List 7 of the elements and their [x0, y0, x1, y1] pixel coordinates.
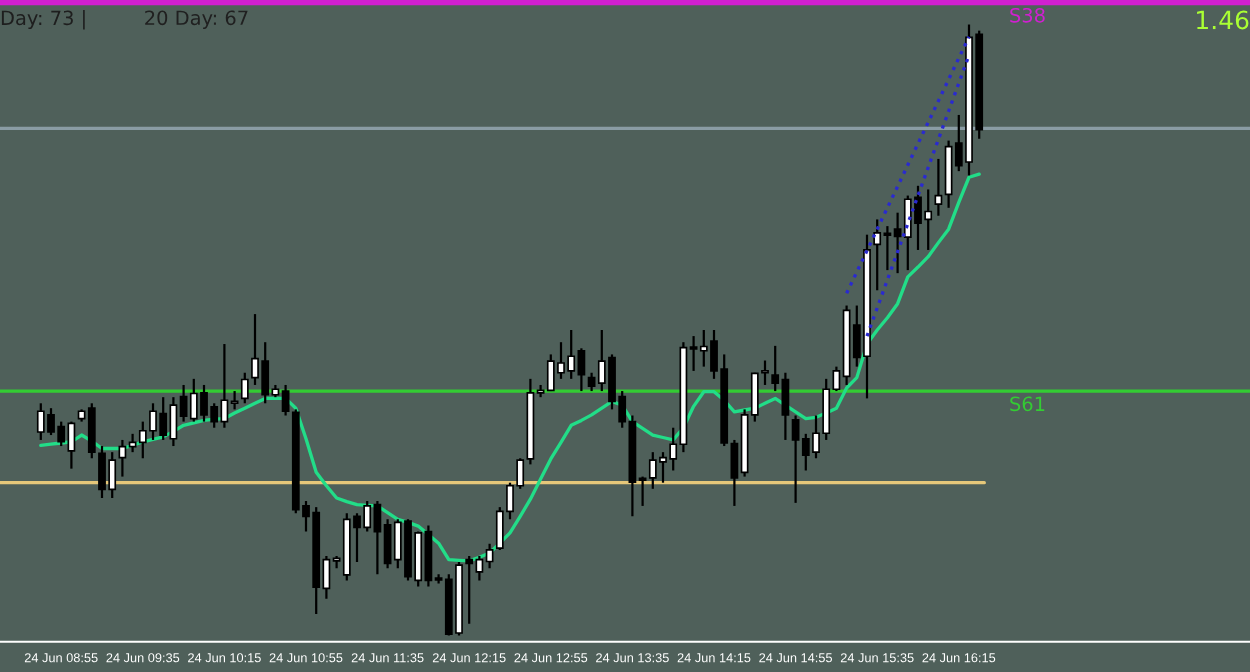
candlestick — [934, 157, 943, 217]
text: 1.46 — [1197, 10, 1249, 30]
annotation: Day: 73 | — [1, 10, 85, 30]
candlestick — [240, 371, 249, 405]
annotation: 20 Day: 67 — [145, 10, 248, 29]
ref-line-label: S61 — [1010, 396, 1045, 412]
ref-line-label: S38 — [1010, 7, 1045, 23]
